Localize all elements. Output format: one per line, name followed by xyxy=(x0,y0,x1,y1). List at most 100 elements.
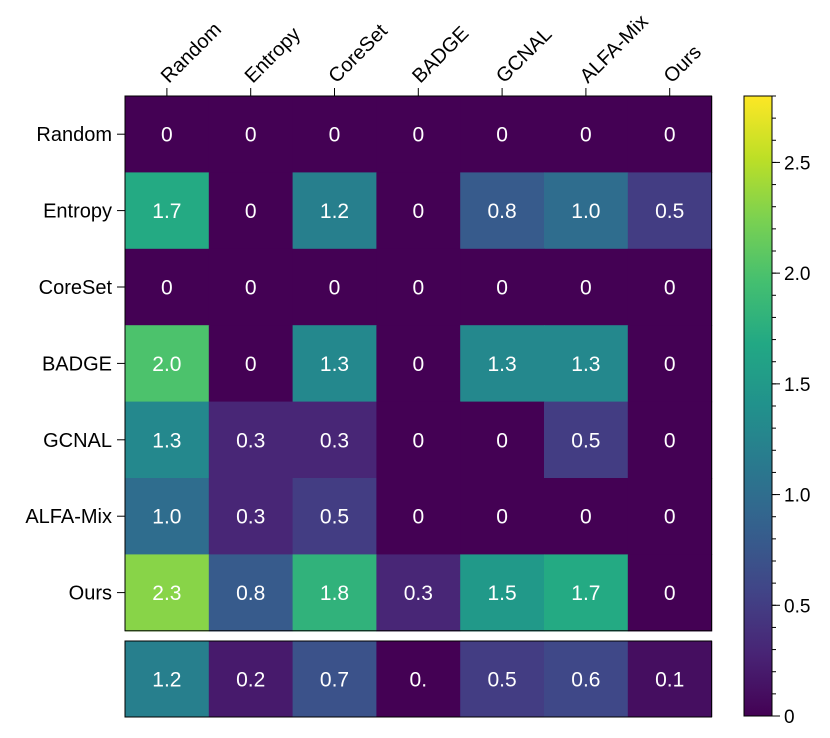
cell-label-coreset-coreset: 0 xyxy=(329,277,341,300)
cell-alfa-mix-coreset xyxy=(292,478,377,555)
colorbar-tick-label-2-5: 2.5 xyxy=(784,153,810,174)
summary-cell-ours xyxy=(627,641,713,717)
cell-label-random-coreset: 0 xyxy=(329,124,341,147)
cell-label-ours-entropy: 0.8 xyxy=(236,582,265,605)
cell-label-gcnal-random: 1.3 xyxy=(152,429,181,452)
cell-label-coreset-entropy: 0 xyxy=(245,277,257,300)
colorbar xyxy=(743,95,773,717)
cell-alfa-mix-random xyxy=(125,478,210,555)
cell-entropy-random xyxy=(125,172,210,250)
x-tick-label-badge: BADGE xyxy=(408,22,473,87)
summary-cell-random xyxy=(125,641,210,717)
cell-label-gcnal-gcnal: 0 xyxy=(496,429,508,452)
summary-label-badge: 0. xyxy=(410,669,428,692)
summary-label-ours: 0.1 xyxy=(655,669,684,692)
summary-label-gcnal: 0.5 xyxy=(487,669,516,692)
x-tick-label-gcnal: GCNAL xyxy=(492,23,556,87)
cell-ours-coreset xyxy=(292,554,377,632)
cell-label-badge-entropy: 0 xyxy=(245,353,257,376)
summary-label-entropy: 0.2 xyxy=(236,669,265,692)
cell-label-coreset-gcnal: 0 xyxy=(496,277,508,300)
cell-label-random-entropy: 0 xyxy=(245,124,257,147)
cell-label-badge-coreset: 1.3 xyxy=(320,353,349,376)
y-tick-label-random: Random xyxy=(36,124,112,146)
cell-badge-gcnal xyxy=(460,325,545,403)
cell-alfa-mix-gcnal xyxy=(460,478,545,555)
cell-ours-badge xyxy=(376,554,461,632)
cell-label-gcnal-alfa-mix: 0.5 xyxy=(571,429,600,452)
cell-entropy-coreset xyxy=(292,172,377,250)
y-tick-label-gcnal: GCNAL xyxy=(43,430,112,452)
cell-random-coreset xyxy=(292,96,377,173)
summary-label-random: 1.2 xyxy=(152,669,181,692)
cell-entropy-alfa-mix xyxy=(544,172,629,250)
colorbar-tick-label-2-0: 2.0 xyxy=(784,264,810,285)
cell-label-ours-random: 2.3 xyxy=(152,582,181,605)
cell-label-random-alfa-mix: 0 xyxy=(580,124,592,147)
summary-cell-badge xyxy=(376,641,461,717)
cell-label-alfa-mix-ours: 0 xyxy=(664,506,676,529)
cell-badge-badge xyxy=(376,325,461,403)
cell-gcnal-gcnal xyxy=(460,401,545,479)
cell-gcnal-ours xyxy=(627,401,713,479)
summary-cell-alfa-mix xyxy=(544,641,629,717)
cell-label-badge-ours: 0 xyxy=(664,353,676,376)
cell-label-gcnal-ours: 0 xyxy=(664,429,676,452)
cell-label-random-random: 0 xyxy=(161,124,173,147)
cell-label-random-ours: 0 xyxy=(664,124,676,147)
cell-badge-alfa-mix xyxy=(544,325,629,403)
x-tick-label-ours: Ours xyxy=(660,41,706,87)
cell-label-gcnal-badge: 0 xyxy=(412,429,424,452)
cell-random-random xyxy=(125,96,210,173)
cell-gcnal-entropy xyxy=(208,401,294,479)
summary-cell-entropy xyxy=(208,641,294,717)
cell-label-alfa-mix-gcnal: 0 xyxy=(496,506,508,529)
cell-label-alfa-mix-coreset: 0.5 xyxy=(320,506,349,529)
x-tick-label-entropy: Entropy xyxy=(241,23,305,87)
cell-alfa-mix-alfa-mix xyxy=(544,478,629,555)
cell-ours-ours xyxy=(627,554,713,632)
cell-gcnal-badge xyxy=(376,401,461,479)
cell-label-ours-gcnal: 1.5 xyxy=(487,582,516,605)
x-tick-label-alfa-mix: ALFA-Mix xyxy=(576,11,653,88)
cell-badge-coreset xyxy=(292,325,377,403)
cell-label-entropy-random: 1.7 xyxy=(152,200,181,223)
cell-ours-alfa-mix xyxy=(544,554,629,632)
cell-label-gcnal-coreset: 0.3 xyxy=(320,429,349,452)
cell-label-alfa-mix-alfa-mix: 0 xyxy=(580,506,592,529)
cell-label-coreset-alfa-mix: 0 xyxy=(580,277,592,300)
cell-entropy-entropy xyxy=(208,172,294,250)
summary-cell-coreset xyxy=(292,641,377,717)
cell-gcnal-random xyxy=(125,401,210,479)
cell-alfa-mix-badge xyxy=(376,478,461,555)
cell-badge-random xyxy=(125,325,210,403)
cell-label-alfa-mix-badge: 0 xyxy=(412,506,424,529)
cell-label-coreset-ours: 0 xyxy=(664,277,676,300)
cell-random-ours xyxy=(627,96,713,173)
cell-entropy-ours xyxy=(627,172,713,250)
cell-label-entropy-entropy: 0 xyxy=(245,200,257,223)
cell-coreset-alfa-mix xyxy=(544,248,629,326)
colorbar-tick-label-1-5: 1.5 xyxy=(784,375,810,396)
cell-coreset-entropy xyxy=(208,248,294,326)
cell-label-entropy-alfa-mix: 1.0 xyxy=(571,200,600,223)
cell-label-badge-alfa-mix: 1.3 xyxy=(571,353,600,376)
y-tick-label-entropy: Entropy xyxy=(43,201,112,223)
cell-label-badge-gcnal: 1.3 xyxy=(487,353,516,376)
cell-ours-entropy xyxy=(208,554,294,632)
cell-gcnal-coreset xyxy=(292,401,377,479)
y-tick-label-coreset: CoreSet xyxy=(39,277,113,299)
cell-coreset-badge xyxy=(376,248,461,326)
cell-label-random-gcnal: 0 xyxy=(496,124,508,147)
cell-coreset-ours xyxy=(627,248,713,326)
cell-label-ours-alfa-mix: 1.7 xyxy=(571,582,600,605)
cell-random-entropy xyxy=(208,96,294,173)
cell-label-entropy-gcnal: 0.8 xyxy=(487,200,516,223)
cell-label-ours-ours: 0 xyxy=(664,582,676,605)
y-tick-label-ours: Ours xyxy=(69,583,112,605)
cell-badge-ours xyxy=(627,325,713,403)
cell-label-badge-random: 2.0 xyxy=(152,353,181,376)
cell-label-entropy-badge: 0 xyxy=(412,200,424,223)
cell-entropy-badge xyxy=(376,172,461,250)
